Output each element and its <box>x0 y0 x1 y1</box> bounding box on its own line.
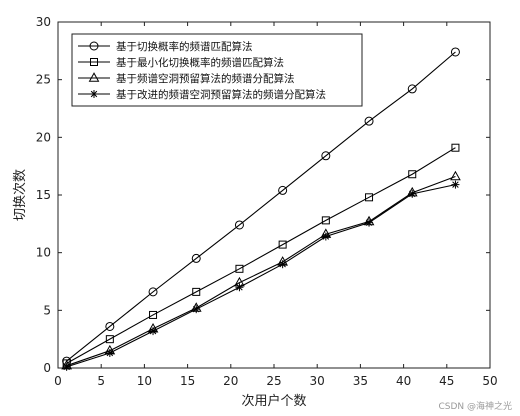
x-tick-label: 0 <box>54 374 62 388</box>
x-axis-ticks: 0 5 10 15 20 25 30 35 40 45 50 <box>54 22 498 388</box>
y-tick-label: 5 <box>43 303 51 317</box>
x-tick-label: 25 <box>266 374 281 388</box>
data-point-series-2 <box>192 287 201 296</box>
legend-entry: 基于最小化切换概率的频谱匹配算法 <box>116 56 284 69</box>
legend-entry: 基于改进的频谱空洞预留算法的频谱分配算法 <box>116 88 326 101</box>
data-point-series-4 <box>278 260 287 269</box>
series-markers <box>61 47 461 371</box>
legend: 基于切换概率的频谱匹配算法基于最小化切换概率的频谱匹配算法基于频谱空洞预留算法的… <box>71 33 363 107</box>
y-tick-label: 25 <box>36 73 51 87</box>
data-point-series-1 <box>364 116 374 126</box>
data-point-series-2 <box>105 335 114 344</box>
data-point-series-4 <box>235 283 244 292</box>
series-line-1 <box>66 51 456 362</box>
data-point-series-1 <box>450 47 460 57</box>
data-point-series-2 <box>451 143 460 152</box>
data-point-series-2 <box>321 216 330 225</box>
legend-marker <box>89 41 99 51</box>
data-point-series-4 <box>451 180 460 189</box>
y-tick-label: 15 <box>36 188 51 202</box>
legend-entry: 基于切换概率的频谱匹配算法 <box>116 40 253 53</box>
data-point-series-3 <box>450 170 461 181</box>
legend-box <box>71 33 363 107</box>
legend-marker <box>90 58 98 66</box>
y-tick-label: 20 <box>36 130 51 144</box>
data-point-series-1 <box>148 287 158 297</box>
data-point-series-1 <box>105 321 115 331</box>
x-tick-label: 45 <box>439 374 454 388</box>
watermark: CSDN @海神之光 <box>438 402 512 412</box>
data-point-series-1 <box>191 253 201 263</box>
y-tick-label: 0 <box>43 361 51 375</box>
x-tick-label: 10 <box>137 374 152 388</box>
x-tick-label: 5 <box>97 374 105 388</box>
x-tick-label: 15 <box>180 374 195 388</box>
data-point-series-2 <box>278 240 287 249</box>
x-tick-label: 20 <box>223 374 238 388</box>
series-line-3 <box>66 176 456 367</box>
legend-marker <box>88 72 100 82</box>
data-point-series-4 <box>365 218 374 227</box>
x-tick-label: 40 <box>396 374 411 388</box>
data-point-series-1 <box>234 220 244 230</box>
data-point-series-1 <box>321 151 331 161</box>
series-line-4 <box>66 184 456 368</box>
legend-marker <box>90 90 98 98</box>
data-point-series-1 <box>278 185 288 195</box>
x-tick-label: 35 <box>353 374 368 388</box>
x-tick-label: 30 <box>310 374 325 388</box>
y-tick-label: 10 <box>36 246 51 260</box>
data-point-series-4 <box>149 327 158 336</box>
x-axis-label: 次用户个数 <box>241 393 306 409</box>
x-tick-label: 50 <box>482 374 497 388</box>
y-tick-label: 30 <box>36 15 51 29</box>
data-point-series-1 <box>407 84 417 94</box>
data-point-series-4 <box>62 362 71 371</box>
data-point-series-4 <box>408 189 417 198</box>
data-point-series-2 <box>235 264 244 273</box>
data-point-series-2 <box>365 193 374 202</box>
legend-entry: 基于频谱空洞预留算法的频谱分配算法 <box>116 72 295 85</box>
y-axis-label: 切换次数 <box>12 169 28 221</box>
series-line-2 <box>66 147 456 364</box>
data-point-series-4 <box>105 349 114 358</box>
series-lines <box>66 51 456 368</box>
data-point-series-2 <box>408 170 417 179</box>
data-point-series-2 <box>149 310 158 319</box>
data-point-series-4 <box>321 232 330 241</box>
y-axis-ticks: 0 5 10 15 20 25 30 <box>36 15 490 375</box>
data-point-series-4 <box>192 305 201 314</box>
